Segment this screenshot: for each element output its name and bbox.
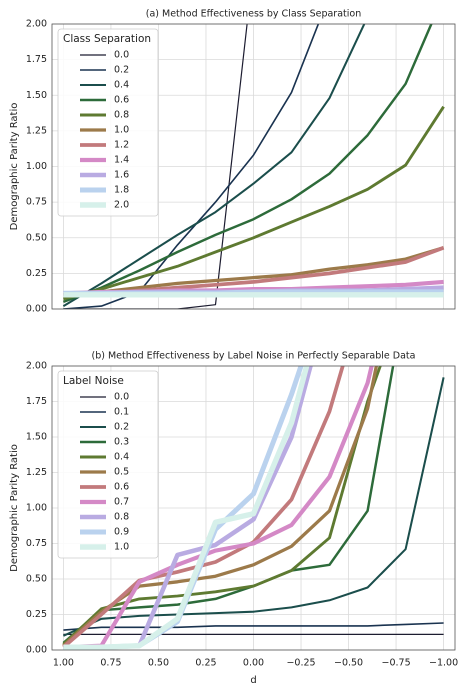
y-tick-label: 1.00 bbox=[26, 161, 47, 172]
legend-box bbox=[57, 370, 159, 559]
series-line bbox=[62, 366, 379, 647]
y-tick-label: 2.00 bbox=[26, 19, 47, 30]
legend-label: 0.3 bbox=[114, 437, 129, 448]
legend-label: 1.8 bbox=[114, 185, 129, 196]
legend-label: 0.5 bbox=[114, 467, 129, 478]
x-tick-label: 0.25 bbox=[195, 658, 216, 669]
y-tick-label: 1.50 bbox=[26, 90, 47, 101]
legend-label: 1.4 bbox=[114, 155, 129, 166]
legend-label: 0.0 bbox=[114, 392, 129, 403]
x-tick-label: −0.25 bbox=[286, 658, 315, 669]
x-tick-label: −1.00 bbox=[429, 658, 458, 669]
series-line bbox=[62, 377, 445, 637]
legend-title: Class Separation bbox=[63, 33, 151, 45]
x-tick-label: 0.50 bbox=[148, 658, 169, 669]
series-line bbox=[62, 24, 433, 304]
series-line bbox=[62, 24, 366, 307]
series-group bbox=[62, 366, 445, 650]
legend-label: 1.2 bbox=[114, 140, 129, 151]
chart-title: (a) Method Effectiveness by Class Separa… bbox=[146, 9, 361, 20]
axes-frame bbox=[51, 365, 456, 651]
legend-label: 0.9 bbox=[114, 527, 129, 538]
series-line bbox=[63, 105, 445, 301]
legend-label: 0.7 bbox=[114, 497, 129, 508]
legend-label: 0.6 bbox=[114, 95, 129, 106]
series-line bbox=[63, 622, 444, 631]
y-tick-label: 0.75 bbox=[26, 197, 47, 208]
y-tick-label: 0.75 bbox=[26, 538, 47, 549]
x-axis-label: d bbox=[250, 675, 256, 686]
legend-label: 1.0 bbox=[114, 125, 129, 136]
y-tick-label: 0.25 bbox=[26, 268, 47, 279]
series-line bbox=[63, 246, 445, 297]
legend-label: 1.0 bbox=[114, 542, 129, 553]
y-tick-label: 1.25 bbox=[26, 125, 47, 136]
legend-label: 0.2 bbox=[114, 65, 129, 76]
y-axis-label: Demographic Parity Ratio bbox=[9, 444, 20, 572]
legend-label: 0.4 bbox=[114, 452, 129, 463]
y-tick-label: 0.25 bbox=[26, 609, 47, 620]
y-tick-label: 2.00 bbox=[26, 361, 47, 372]
legend-label: 0.8 bbox=[114, 110, 129, 121]
y-tick-label: 0.00 bbox=[26, 304, 47, 315]
legend-label: 0.8 bbox=[114, 512, 129, 523]
legend-label: 0.6 bbox=[114, 482, 129, 493]
y-axis-label: Demographic Parity Ratio bbox=[9, 103, 20, 231]
y-tick-label: 1.75 bbox=[26, 54, 47, 65]
y-tick-label: 1.50 bbox=[26, 432, 47, 443]
y-tick-label: 0.50 bbox=[26, 574, 47, 585]
legend-label: 1.6 bbox=[114, 170, 129, 181]
y-tick-label: 1.25 bbox=[26, 467, 47, 478]
legend-label: 2.0 bbox=[114, 200, 129, 211]
legend-title: Label Noise bbox=[63, 375, 124, 387]
legend-box bbox=[57, 28, 159, 217]
chart-title: (b) Method Effectiveness by Label Noise … bbox=[92, 351, 416, 362]
legend-label: 0.2 bbox=[114, 422, 129, 433]
legend-label: 0.0 bbox=[114, 50, 129, 61]
x-tick-label: −0.50 bbox=[334, 658, 363, 669]
x-tick-label: 0.00 bbox=[243, 658, 264, 669]
legend-label: 0.4 bbox=[114, 80, 129, 91]
x-tick-label: −0.75 bbox=[382, 658, 411, 669]
y-tick-label: 0.00 bbox=[26, 645, 47, 656]
x-tick-label: 1.00 bbox=[53, 658, 74, 669]
series-line bbox=[63, 366, 374, 650]
series-line bbox=[63, 366, 310, 650]
x-tick-label: 0.75 bbox=[100, 658, 121, 669]
y-tick-label: 1.00 bbox=[26, 503, 47, 514]
legend-label: 0.1 bbox=[114, 407, 129, 418]
y-tick-label: 0.50 bbox=[26, 232, 47, 243]
y-tick-label: 1.75 bbox=[26, 396, 47, 407]
series-group bbox=[62, 24, 445, 309]
axes-frame bbox=[51, 23, 456, 310]
